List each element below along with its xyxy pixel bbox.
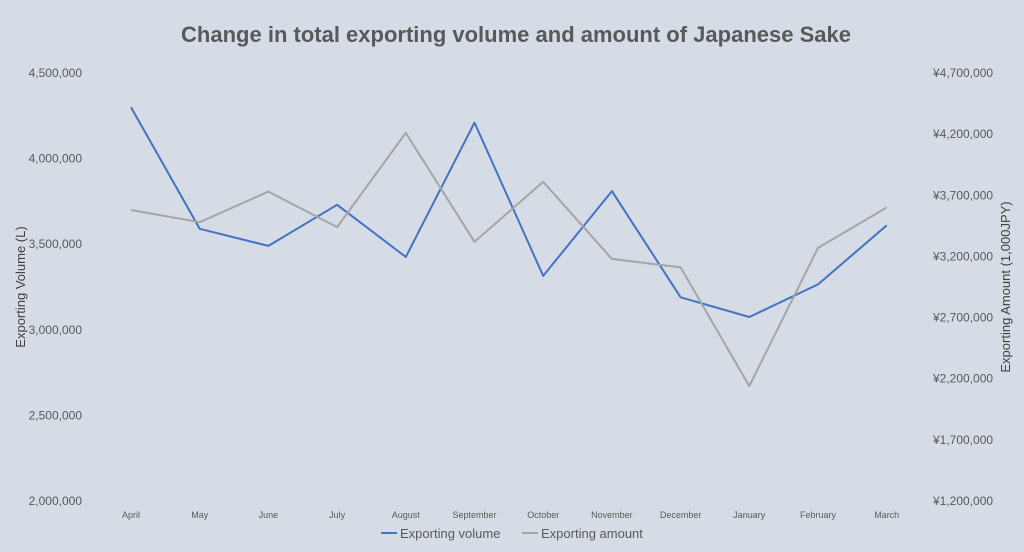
y-right-tick-label: ¥4,200,000 (932, 127, 993, 141)
x-tick-label: April (122, 510, 140, 520)
x-tick-label: December (660, 510, 702, 520)
x-tick-label: March (874, 510, 899, 520)
x-tick-label: September (452, 510, 496, 520)
series-lines (130, 106, 888, 388)
x-tick-label: November (591, 510, 633, 520)
y-right-tick-label: ¥1,700,000 (932, 433, 993, 447)
chart-title: Change in total exporting volume and amo… (181, 22, 851, 47)
y-left-tick-label: 2,000,000 (29, 494, 83, 508)
x-tick-label: August (392, 510, 421, 520)
x-tick-label: July (329, 510, 346, 520)
y-right-tick-label: ¥1,200,000 (932, 494, 993, 508)
legend: Exporting volume Exporting amount (381, 526, 643, 541)
y-left-tick-labels: 2,000,000 2,500,000 3,000,000 3,500,000 4,00… (29, 66, 83, 508)
series-line-volume (130, 106, 888, 318)
y-right-tick-label: ¥3,700,000 (932, 188, 993, 202)
y-left-tick-label: 4,000,000 (29, 152, 83, 166)
legend-label-volume: Exporting volume (400, 526, 500, 541)
y-right-tick-label: ¥4,700,000 (932, 66, 993, 80)
y-left-tick-label: 3,500,000 (29, 237, 83, 251)
x-tick-label: October (527, 510, 559, 520)
y-right-tick-label: ¥2,700,000 (932, 311, 993, 325)
y-left-tick-label: 2,500,000 (29, 408, 83, 422)
y-left-tick-label: 4,500,000 (29, 66, 83, 80)
y-right-axis-label: Exporting Amount (1,000JPY) (998, 201, 1013, 372)
y-right-tick-labels: ¥1,200,000 ¥1,700,000 ¥2,200,000 ¥2,700,000… (932, 66, 993, 508)
x-tick-label: May (191, 510, 209, 520)
x-tick-label: January (733, 510, 766, 520)
x-tick-label: February (800, 510, 837, 520)
legend-label-amount: Exporting amount (541, 526, 643, 541)
y-left-tick-label: 3,000,000 (29, 323, 83, 337)
y-left-axis-label: Exporting Volume (L) (13, 226, 28, 347)
series-line-amount (130, 131, 888, 388)
y-right-tick-label: ¥3,200,000 (932, 249, 993, 263)
x-tick-label: June (259, 510, 279, 520)
y-right-tick-label: ¥2,200,000 (932, 372, 993, 386)
x-tick-labels: April May June July August September October No… (122, 510, 899, 520)
